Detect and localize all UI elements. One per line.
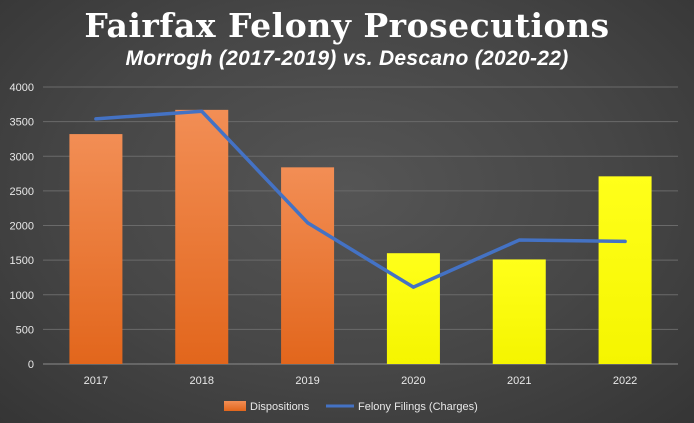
y-tick-label: 4000 [10,82,34,94]
x-tick-label: 2020 [401,375,425,387]
legend-swatch-dispositions [224,401,246,411]
line-point-2021 [517,238,521,242]
y-tick-label: 0 [28,359,34,371]
line-point-2018 [200,109,204,113]
line-series-felony-filings [94,109,627,289]
x-tick-label: 2017 [84,375,108,387]
line-point-2022 [623,239,627,243]
bar-2018 [175,109,229,364]
line-point-2017 [94,117,98,121]
legend: Dispositions Felony Filings (Charges) [224,401,478,413]
x-tick-label: 2021 [507,375,531,387]
bar-2021 [492,259,546,364]
chart-title: Fairfax Felony Prosecutions [84,6,610,45]
legend-label-dispositions: Dispositions [250,401,310,413]
legend-label-felony-filings: Felony Filings (Charges) [358,401,478,413]
y-tick-label: 2500 [10,186,34,198]
y-tick-label: 1500 [10,255,34,267]
chart-subtitle: Morrogh (2017-2019) vs. Descano (2020-22… [125,47,569,70]
line-point-2020 [411,285,415,289]
y-tick-label: 500 [16,324,34,336]
y-tick-label: 1000 [10,290,34,302]
y-tick-label: 3000 [10,151,34,163]
x-tick-label: 2018 [190,375,214,387]
y-tick-label: 2000 [10,221,34,233]
bar-series-dispositions [69,109,652,364]
y-tick-label: 3500 [10,117,34,129]
felony-filings-line [94,109,627,289]
x-tick-label: 2022 [613,375,637,387]
bar-2020 [386,253,440,364]
line-point-2019 [306,221,310,225]
bar-2022 [598,176,652,364]
bar-2017 [69,134,123,364]
gridlines [43,86,678,365]
bar-2019 [281,167,335,364]
axis-labels: 0 500 1000 1500 2000 2500 3000 3500 4000 2017 2018… [10,82,638,387]
x-tick-label: 2019 [295,375,319,387]
